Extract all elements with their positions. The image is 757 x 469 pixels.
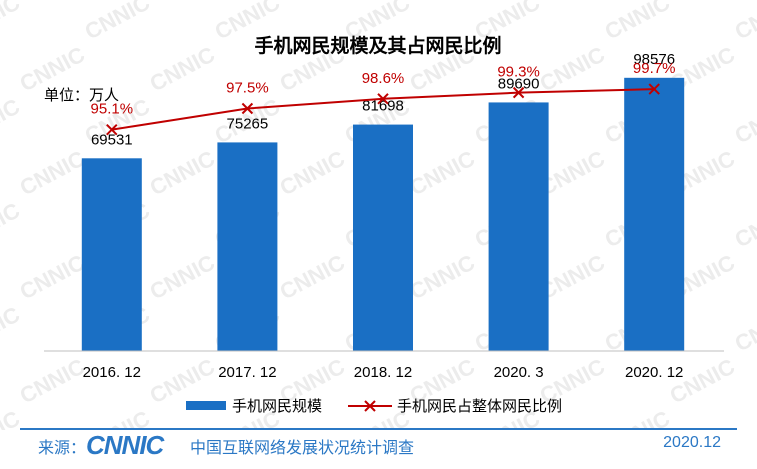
x-tick-label: 2016. 12 [83,364,141,381]
x-tick-label: 2017. 12 [218,364,276,381]
line-point-stroke [377,93,389,105]
watermark-text: CNNIC [146,250,219,305]
line-point [241,102,254,115]
watermark-text: CNNIC [146,354,219,409]
legend-line-label: 手机网民占整体网民比例 [397,397,562,415]
bar-data-label: 89690 [498,75,540,92]
line-point [648,83,660,95]
line-point-stroke [241,102,254,115]
line-point [106,123,118,136]
watermark-text: CNNIC [406,146,479,201]
watermark-text: CNNIC [16,250,89,305]
line-point-stroke [648,83,660,95]
bar [353,124,413,351]
watermark-text: CNNIC [406,250,479,305]
watermark-text: CNNIC [276,146,349,201]
footer: 来源： CNNIC 中国互联网络发展状况统计调查 2020.12 [0,430,757,469]
legend-line-marker [364,400,376,412]
line-point-stroke [106,123,118,136]
line-data-label: 98.6% [362,70,405,87]
bar [217,142,278,351]
watermark-text: CNNIC [0,302,24,357]
watermark-text: CNNIC [731,302,757,357]
line-data-label: 99.3% [497,64,540,81]
bar-labels: 69531 75265 81698 89690 98576 [91,51,675,148]
bar-series [81,77,685,352]
watermark-text: CNNIC [0,406,24,430]
watermark-text: CNNIC [731,198,757,253]
watermark-text: CNNIC [81,406,154,430]
watermark-text: CNNIC [601,0,674,44]
watermark-text: CNNIC [16,146,89,201]
source-date: 2020.12 [663,434,721,451]
line-labels: 95.1% 97.5% 98.6% 99.3% 99.7% [91,60,676,118]
watermark-text: CNNIC [0,94,24,149]
watermark-text: CNNIC [16,354,89,409]
source-org: 中国互联网络发展状况统计调查 [190,440,415,457]
source-label: 来源： [38,440,87,457]
x-tick-label: 2020. 12 [625,364,683,381]
line-point [377,93,389,105]
x-ticks: 2016. 12 2017. 12 2018. 12 2020. 3 2020. 12 [83,364,684,381]
x-tick-label: 2020. 3 [494,364,544,381]
line-series [106,83,660,136]
line-data-label: 97.5% [226,80,269,97]
x-tick-label: 2018. 12 [354,364,412,381]
footer-divider [20,428,737,430]
bar [488,102,549,351]
watermark-text: CNNIC [601,406,674,430]
bar-data-label: 69531 [91,131,133,148]
line-data-label: 99.7% [633,60,676,77]
watermark-text: CNNIC [731,0,757,44]
cnnic-logo: CNNIC [86,430,164,460]
watermark-text: CNNIC [276,250,349,305]
legend: 手机网民规模 手机网民占整体网民比例 [186,397,562,415]
legend-bar-swatch [186,401,226,410]
watermark-text: CNNIC [536,42,609,97]
chart: CNNIC CNNIC CNNIC CNNIC CNNIC CNNIC CNNICCNNIC… [0,0,757,430]
watermark-text: CNNIC [731,94,757,149]
watermark-text: CNNIC [81,0,154,44]
watermark-text: CNNIC [0,198,24,253]
line-data-label: 95.1% [91,101,134,118]
legend-bar-label: 手机网民规模 [232,397,322,415]
watermark-text: CNNIC [146,42,219,97]
watermark-text: CNNIC [146,146,219,201]
unit-label: 单位：万人 [44,86,119,104]
bar-data-label: 98576 [633,51,675,68]
bar-data-label: 75265 [227,115,269,132]
bar [81,158,142,351]
line-point-stroke [512,86,525,99]
bar [624,77,685,352]
watermark-text: CNNIC [731,406,757,430]
chart-title: 手机网民规模及其占网民比例 [254,34,501,57]
bar-data-label: 81698 [362,98,404,115]
watermark-text: CNNIC [0,0,24,44]
line-point [512,86,525,99]
